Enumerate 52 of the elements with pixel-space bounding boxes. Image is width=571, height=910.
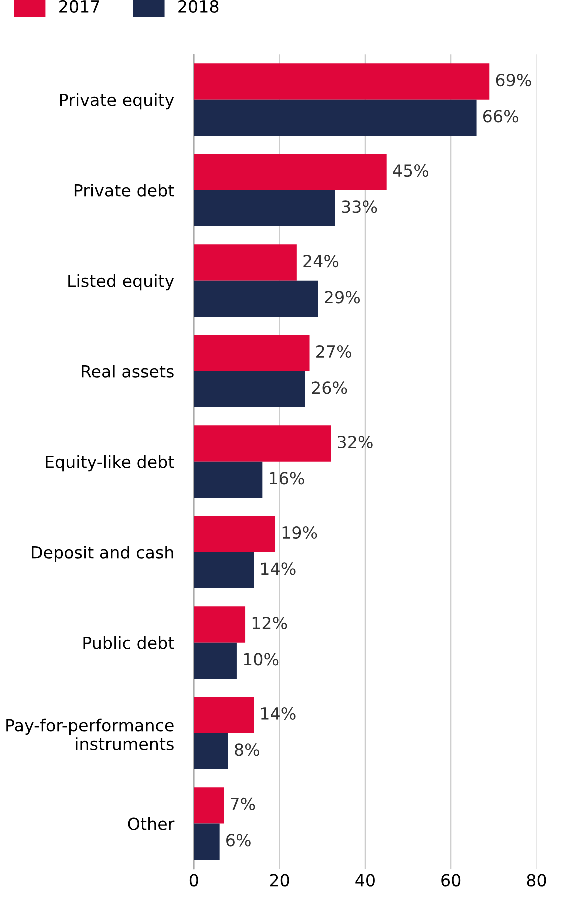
data-label: 45%	[393, 164, 429, 178]
data-label: 14%	[261, 562, 296, 576]
data-label: 33%	[342, 200, 378, 214]
data-label: 69%	[496, 74, 532, 87]
bar	[194, 516, 276, 552]
bar	[194, 280, 318, 318]
data-label: 10%	[244, 653, 279, 666]
y-tick-label: Private equity	[60, 94, 174, 110]
y-tick-label: Listed equity	[68, 274, 174, 291]
data-label: 12%	[252, 616, 288, 630]
bar	[194, 371, 306, 408]
legend-label: 2017	[60, 0, 100, 14]
bar	[194, 552, 254, 589]
data-label: 29%	[325, 291, 360, 304]
data-label: 8%	[235, 744, 260, 756]
y-tick-label: Private debt	[74, 184, 174, 197]
bar	[194, 64, 490, 100]
x-tick-label: 0	[190, 874, 198, 887]
x-tick-label: 20	[270, 874, 290, 887]
bar	[194, 642, 237, 680]
y-tick-label: Public debt	[84, 636, 174, 650]
bar	[194, 100, 477, 136]
bar	[194, 426, 332, 462]
y-tick-label: Equity-like debt	[46, 455, 174, 472]
bar	[194, 824, 220, 860]
bar	[194, 462, 263, 498]
data-label: 27%	[316, 345, 352, 358]
y-tick-label: Real assets	[82, 365, 174, 378]
legend-label: 2018	[178, 0, 219, 14]
data-label: 7%	[231, 798, 256, 811]
data-label: 32%	[338, 436, 373, 449]
data-label: 16%	[270, 472, 304, 485]
bar	[194, 154, 387, 190]
x-tick-label: 40	[356, 874, 375, 887]
bar	[194, 335, 310, 372]
bar	[194, 244, 297, 281]
data-label: 66%	[484, 110, 518, 123]
data-label: 19%	[282, 526, 318, 540]
data-label: 6%	[226, 834, 251, 847]
bar	[194, 733, 228, 770]
bar	[194, 190, 336, 227]
y-tick-label: Pay-for-performance instruments	[6, 718, 174, 750]
bar	[194, 606, 246, 643]
data-label: 26%	[312, 382, 348, 394]
data-label: 24%	[304, 254, 339, 268]
x-tick-label: 80	[527, 874, 546, 887]
x-tick-label: 60	[442, 874, 461, 887]
data-label: 14%	[261, 707, 296, 720]
bar	[194, 788, 224, 824]
bar	[194, 697, 254, 734]
y-tick-label: Other	[128, 817, 175, 830]
y-tick-label: Deposit and cash	[32, 546, 174, 562]
